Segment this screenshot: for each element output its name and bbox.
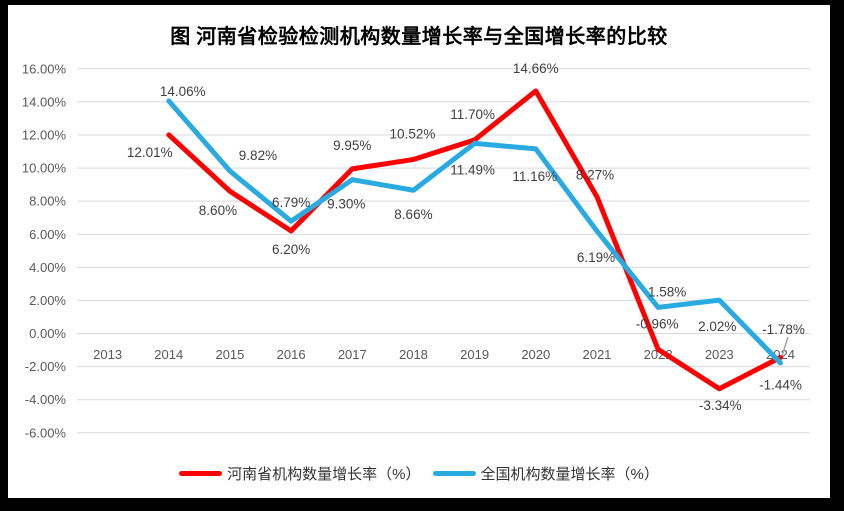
- x-axis-year-label: 2023: [705, 347, 734, 362]
- y-axis-tick-label: -2.00%: [25, 359, 67, 374]
- legend-label-national: 全国机构数量增长率（%）: [480, 465, 659, 483]
- x-axis-year-label: 2017: [338, 347, 367, 362]
- data-label-national-2020: 11.16%: [512, 169, 557, 184]
- y-axis-tick-label: 12.00%: [22, 127, 67, 142]
- data-label-national-2016: 6.79%: [272, 195, 310, 210]
- data-label-national-2024: -1.78%: [762, 322, 805, 337]
- data-label-national-2015: 9.82%: [239, 148, 277, 163]
- y-axis-tick-label: 4.00%: [29, 260, 66, 275]
- data-label-henan-2018: 10.52%: [390, 126, 436, 141]
- y-axis-tick-label: 6.00%: [29, 227, 66, 242]
- data-label-henan-2014: 12.01%: [127, 145, 173, 160]
- y-axis-tick-label: 16.00%: [22, 61, 67, 76]
- data-label-national-2018: 8.66%: [394, 207, 432, 222]
- x-axis-year-label: 2014: [154, 347, 183, 362]
- data-label-henan-2019: 11.70%: [450, 107, 495, 122]
- x-axis-year-label: 2013: [93, 347, 122, 362]
- x-axis-year-label: 2018: [399, 347, 428, 362]
- data-label-henan-2024: -1.44%: [759, 377, 802, 392]
- x-axis-year-label: 2021: [582, 347, 611, 362]
- x-axis-year-label: 2019: [460, 347, 489, 362]
- legend-label-henan: 河南省机构数量增长率（%）: [227, 465, 421, 483]
- data-label-henan-2017: 9.95%: [333, 138, 371, 153]
- x-axis-year-label: 2020: [521, 347, 550, 362]
- y-axis-tick-label: -4.00%: [25, 392, 67, 407]
- national-line-swatch: [432, 470, 476, 476]
- chart-legend: 河南省机构数量增长率（%） 全国机构数量增长率（%）: [8, 462, 830, 484]
- data-label-henan-2022: -0.96%: [636, 316, 679, 331]
- x-axis-year-label: 2022: [644, 347, 673, 362]
- y-axis-tick-label: 14.00%: [22, 94, 67, 109]
- legend-item-henan[interactable]: 河南省机构数量增长率（%）: [179, 463, 421, 484]
- data-label-national-2014: 14.06%: [160, 84, 206, 99]
- label-leader-line: [781, 336, 789, 357]
- data-label-henan-2023: -3.34%: [699, 398, 742, 413]
- data-label-national-2023: 2.02%: [698, 319, 736, 334]
- series-line-henan[interactable]: [166, 88, 783, 392]
- data-label-national-2019: 11.49%: [450, 162, 495, 177]
- y-axis-tick-label: 0.00%: [29, 326, 66, 341]
- y-axis-tick-label: 10.00%: [22, 161, 67, 176]
- chart-background: [8, 5, 830, 498]
- y-axis-tick-label: 2.00%: [29, 293, 66, 308]
- y-axis-tick-label: -6.00%: [25, 425, 67, 440]
- henan-line-swatch: [179, 470, 223, 476]
- data-label-henan-2020: 14.66%: [513, 61, 559, 76]
- data-label-henan-2021: 8.27%: [576, 168, 614, 183]
- x-axis-year-label: 2015: [215, 347, 244, 362]
- data-label-national-2017: 9.30%: [327, 197, 365, 212]
- data-label-national-2021: 6.19%: [577, 250, 615, 265]
- series-line-national[interactable]: [166, 98, 783, 366]
- x-axis-year-label: 2016: [277, 347, 306, 362]
- data-label-national-2022: 1.58%: [648, 284, 686, 299]
- chart-title: 图 河南省检验检测机构数量增长率与全国增长率的比较: [170, 26, 668, 48]
- data-label-henan-2015: 8.60%: [199, 203, 237, 218]
- data-label-henan-2016: 6.20%: [272, 242, 310, 257]
- y-axis-tick-label: 8.00%: [29, 194, 66, 209]
- legend-item-national[interactable]: 全国机构数量增长率（%）: [432, 463, 659, 484]
